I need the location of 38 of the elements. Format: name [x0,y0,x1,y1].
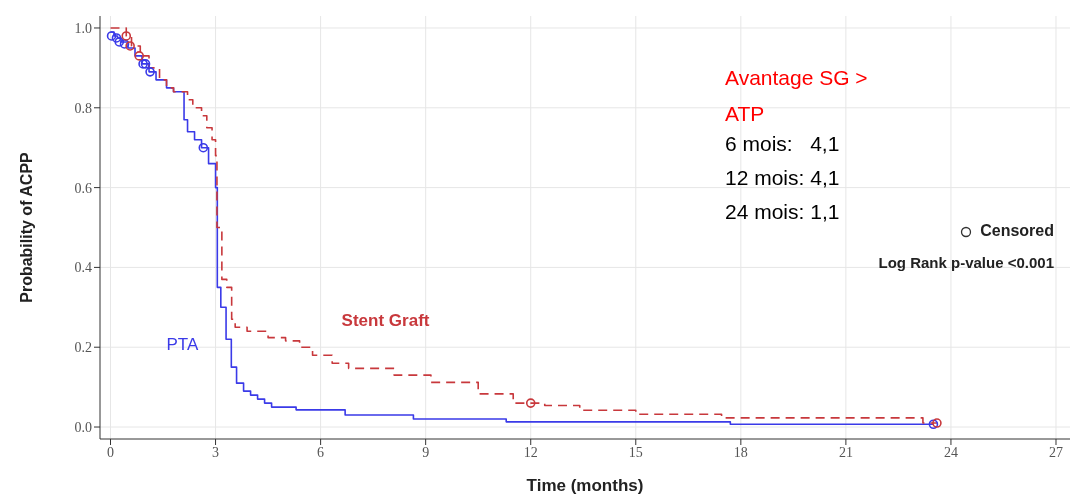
y-tick-label: 0.0 [74,420,92,435]
x-tick-label: 9 [422,444,430,460]
annotation: 24 mois: 1,1 [725,200,840,223]
x-axis-title: Time (months) [526,476,644,495]
series-label: Stent Graft [341,311,430,332]
x-tick-label: 3 [212,444,220,460]
annotation: Log Rank p-value <0.001 [878,254,1054,271]
point [145,67,155,77]
y-tick-label: 0.4 [74,260,92,276]
y-tick-label: 1.0 [74,20,92,36]
point [111,33,122,43]
y-tick-label: 0.2 [74,340,92,356]
annotation: Censored [980,222,1054,239]
point [932,418,942,428]
annotation: Avantage SG > ATP [725,66,868,125]
point [125,41,135,51]
point [525,398,536,408]
x-tick-label: 18 [733,444,748,460]
y-tick-label: 0.8 [74,100,92,116]
annotation: 12 mois: 4,1 [725,166,840,189]
point [198,142,209,153]
point [121,31,132,41]
x-tick-label: 24 [943,444,958,460]
x-tick-label: 6 [317,444,325,460]
point [119,39,130,49]
point [928,419,939,430]
point [114,37,125,47]
x-tick-label: 0 [107,444,115,460]
x-tick-label: 21 [838,444,853,460]
y-tick-label: 0.6 [74,180,92,196]
annotation: 6 mois: 4,1 [725,132,840,155]
series-label: PTA [166,335,199,356]
x-tick-label: 27 [1048,444,1063,460]
x-tick-label: 15 [628,444,643,460]
y-axis-title: Probability of ACPP [17,151,35,303]
point [134,51,145,61]
point [106,31,117,41]
x-tick-label: 12 [523,444,538,460]
